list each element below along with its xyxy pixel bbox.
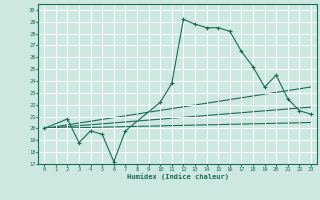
X-axis label: Humidex (Indice chaleur): Humidex (Indice chaleur) [127,173,228,180]
